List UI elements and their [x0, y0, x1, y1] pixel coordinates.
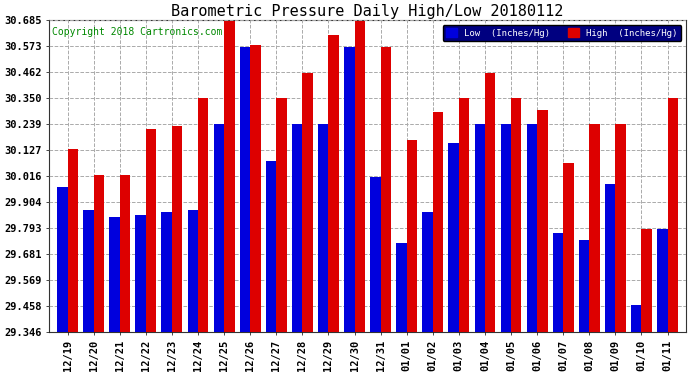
- Bar: [448, 142, 459, 332]
- Title: Barometric Pressure Daily High/Low 20180112: Barometric Pressure Daily High/Low 20180…: [171, 4, 564, 19]
- Bar: [579, 240, 589, 332]
- Bar: [161, 212, 172, 332]
- Bar: [94, 175, 104, 332]
- Bar: [667, 98, 678, 332]
- Bar: [355, 21, 365, 332]
- Bar: [146, 129, 156, 332]
- Bar: [459, 98, 469, 332]
- Bar: [589, 124, 600, 332]
- Bar: [370, 177, 381, 332]
- Bar: [433, 112, 443, 332]
- Bar: [657, 229, 667, 332]
- Bar: [422, 212, 433, 332]
- Bar: [475, 124, 485, 332]
- Bar: [135, 214, 146, 332]
- Bar: [266, 161, 276, 332]
- Bar: [214, 124, 224, 332]
- Bar: [396, 243, 406, 332]
- Bar: [526, 124, 537, 332]
- Bar: [68, 150, 78, 332]
- Bar: [302, 73, 313, 332]
- Bar: [224, 21, 235, 332]
- Bar: [83, 210, 94, 332]
- Bar: [642, 229, 652, 332]
- Bar: [276, 98, 287, 332]
- Text: Copyright 2018 Cartronics.com: Copyright 2018 Cartronics.com: [52, 27, 223, 37]
- Bar: [328, 36, 339, 332]
- Bar: [605, 184, 615, 332]
- Bar: [292, 124, 302, 332]
- Bar: [553, 233, 563, 332]
- Bar: [615, 124, 626, 332]
- Bar: [57, 187, 68, 332]
- Bar: [318, 124, 328, 332]
- Legend: Low  (Inches/Hg), High  (Inches/Hg): Low (Inches/Hg), High (Inches/Hg): [442, 25, 681, 41]
- Bar: [381, 47, 391, 332]
- Bar: [563, 164, 573, 332]
- Bar: [239, 47, 250, 332]
- Bar: [501, 124, 511, 332]
- Bar: [188, 210, 198, 332]
- Bar: [344, 47, 355, 332]
- Bar: [250, 45, 261, 332]
- Bar: [172, 126, 182, 332]
- Bar: [406, 140, 417, 332]
- Bar: [120, 175, 130, 332]
- Bar: [109, 217, 120, 332]
- Bar: [537, 110, 548, 332]
- Bar: [198, 98, 208, 332]
- Bar: [511, 98, 522, 332]
- Bar: [631, 305, 642, 332]
- Bar: [485, 73, 495, 332]
